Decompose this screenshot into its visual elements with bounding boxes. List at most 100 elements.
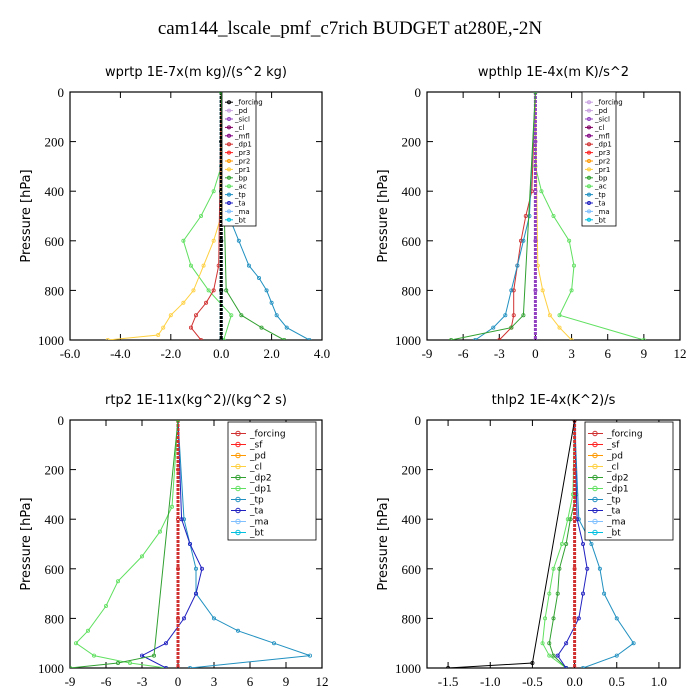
y-tick-label: 1000 [38,333,64,348]
series-line-dp1 [541,420,576,668]
x-tick-label: 0 [175,674,182,689]
legend-marker [227,100,231,105]
series-marker [181,238,186,243]
x-tick-label: 1.0 [651,674,667,689]
panel-title: thlp2 1E-4x(K^2)/s [492,393,616,408]
y-tick-label: 800 [45,611,65,626]
series-marker [533,288,538,293]
series-marker [193,591,198,596]
series-marker [568,517,573,522]
y-tick-label: 400 [402,512,422,527]
series-marker [557,566,562,571]
series-marker [188,263,193,268]
series-line-dp1 [190,92,222,340]
legend-marker [592,441,598,448]
plot-frame [426,419,681,669]
x-tick-label: 9 [283,674,290,689]
series-marker [533,92,538,94]
legend-marker [235,485,241,492]
legend-label: _ma [594,208,610,216]
y-axis-label: Pressure [hPa] [19,169,34,262]
y-tick-label: 200 [45,135,65,150]
legend-marker [235,518,241,525]
series-marker [564,542,569,547]
series-marker [211,238,216,243]
series-marker [176,666,180,668]
series-marker [127,661,132,666]
legend-label: _bp [234,174,248,182]
legend-marker [235,441,241,448]
series-line-bp [450,92,536,340]
y-tick-label: 1000 [395,661,421,676]
x-tick-label: -9 [422,346,433,361]
series-marker [521,238,526,243]
series-marker [511,313,516,318]
legend-box [227,421,317,541]
series-marker [572,616,577,621]
y-tick-label: 1000 [395,333,421,348]
x-tick-label: 6 [604,346,611,361]
y-tick-label: 600 [402,562,422,577]
series-marker [551,566,556,571]
series-marker [307,338,312,340]
series-marker [219,338,224,340]
legend-marker [235,430,241,437]
series-marker [139,653,144,658]
legend-marker [592,485,598,492]
x-tick-label: 0.0 [566,674,582,689]
series-marker [282,338,287,340]
legend-marker [587,159,591,163]
series-line-tp [177,420,311,668]
legend-label: _ma [234,208,250,216]
series-marker [547,641,552,646]
series-marker [181,517,186,522]
series-line-ac [182,92,232,340]
series-marker [509,325,514,330]
legend-marker [587,100,591,105]
series-marker [614,616,619,621]
legend-label: _tp [249,496,264,506]
plot-frame [69,419,323,669]
series-marker [449,338,454,340]
series-marker [530,661,535,666]
series-marker [236,238,241,243]
series-line-ta [557,420,588,668]
x-tick-label: 9 [641,346,648,361]
series-marker [199,213,204,218]
legend-marker [227,167,231,172]
series-marker [224,288,229,293]
x-tick-label: -6 [101,674,112,689]
series-marker [572,420,577,422]
y-tick-label: 600 [45,234,65,249]
series-line-dp1 [498,92,536,340]
series-marker [199,566,204,571]
series-marker [446,666,451,668]
series-marker [572,467,577,472]
series-marker [199,338,204,340]
series-marker [104,604,109,609]
series-marker [307,653,312,658]
legend-marker [587,167,591,172]
series-marker [219,288,224,293]
legend-label: _dp1 [594,141,612,149]
series-marker [540,641,545,646]
series-marker [559,542,564,547]
legend-marker [587,201,591,205]
series-line-dp1 [75,420,179,668]
plot-frame [426,91,681,341]
series-marker [589,542,594,547]
series-marker [543,616,548,621]
legend-marker [587,192,591,197]
legend-marker [587,209,591,214]
series-marker [86,628,91,633]
x-tick-label: -6 [458,346,469,361]
legend-marker [587,150,591,155]
series-marker [211,189,216,194]
legend: _forcing_sf_pd_cl_dp2_dp1_tp_ta_ma_bt [584,421,674,541]
legend-marker [587,117,591,121]
series-marker [576,616,581,621]
series-marker [201,263,206,268]
series-marker [581,591,586,596]
legend-label: _pr2 [234,158,250,166]
